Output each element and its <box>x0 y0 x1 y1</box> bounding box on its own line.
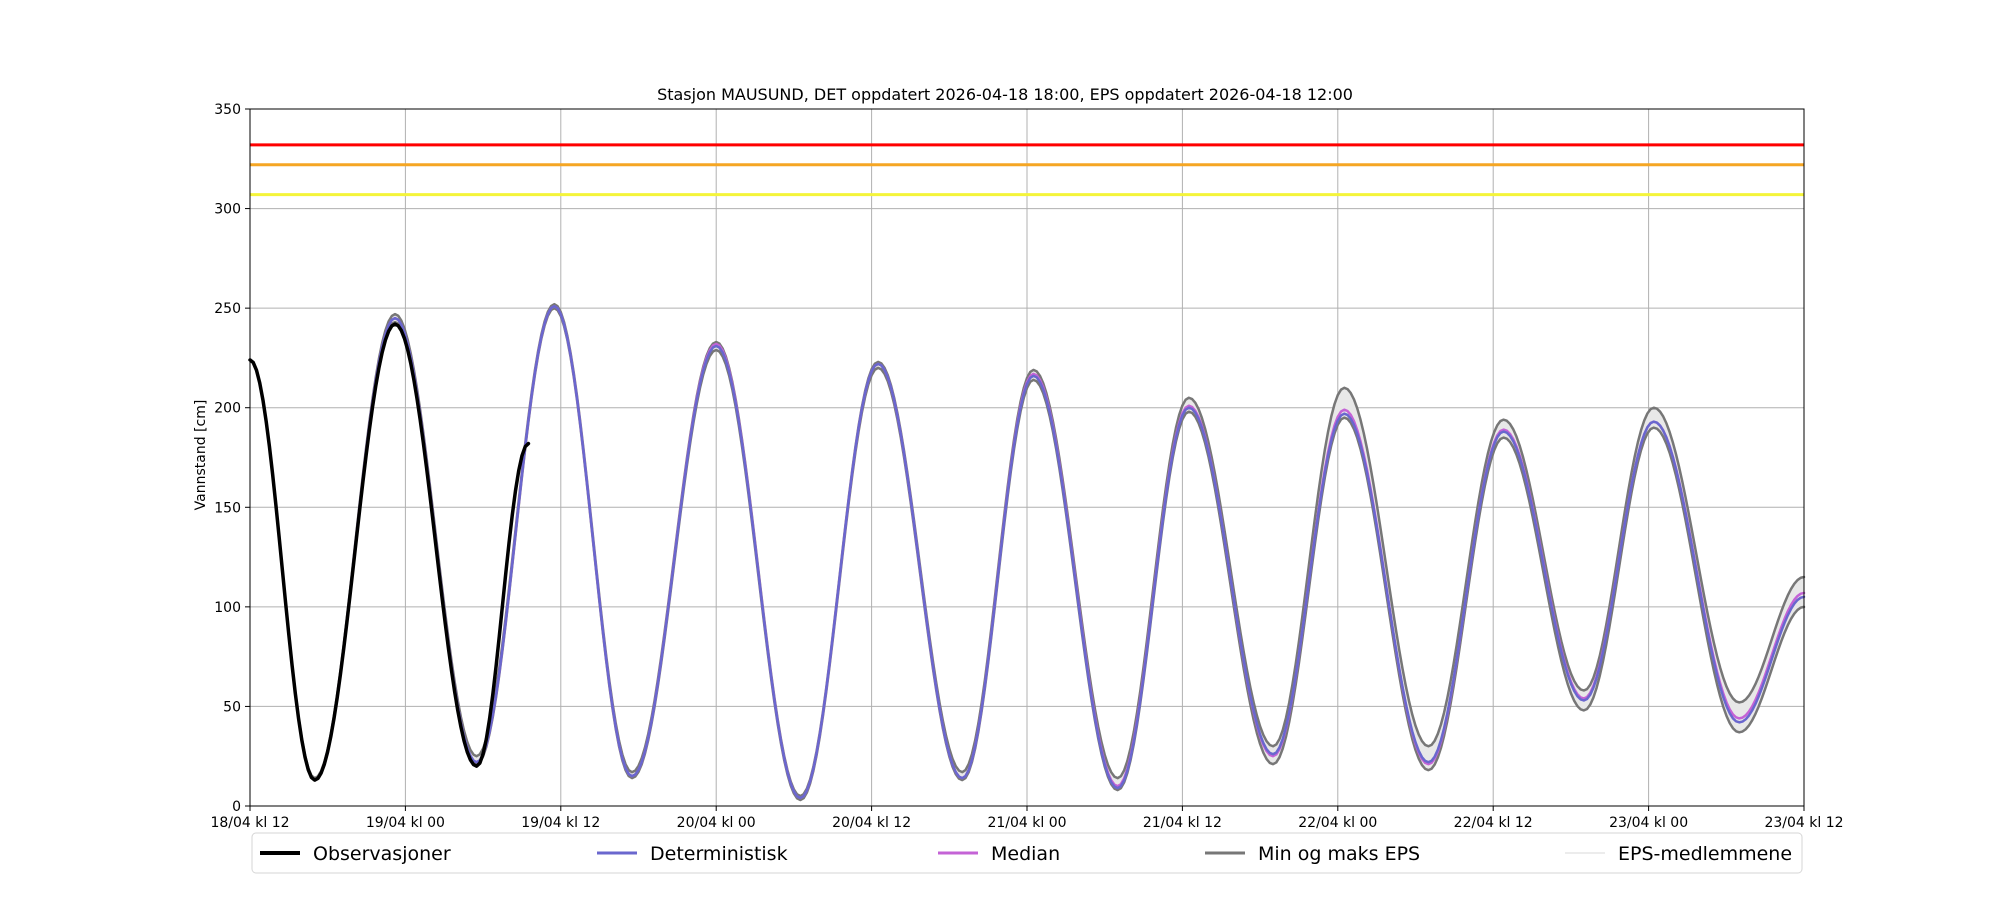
legend-label: Deterministisk <box>650 843 788 865</box>
y-axis-label: Vannstand [cm] <box>193 400 209 511</box>
x-axis: 18/04 kl 12 19/04 kl 00 19/04 kl 12 20/04 k… <box>210 806 1844 831</box>
x-tick-label: 18/04 kl 12 <box>210 815 289 831</box>
x-tick-label: 23/04 kl 12 <box>1764 815 1843 831</box>
x-tick-label: 20/04 kl 12 <box>832 815 911 831</box>
y-tick-label: 0 <box>232 799 241 815</box>
y-tick-label: 100 <box>214 600 241 616</box>
legend: Observasjoner Deterministisk Median Min og … <box>251 832 1803 874</box>
grid-lines <box>250 109 1804 806</box>
y-tick-label: 50 <box>223 699 241 715</box>
x-tick-label: 19/04 kl 12 <box>521 815 600 831</box>
x-tick-label: 21/04 kl 00 <box>987 815 1066 831</box>
series-lines <box>248 302 1806 802</box>
y-tick-label: 300 <box>214 202 241 218</box>
chart-title: Stasjon MAUSUND, DET oppdatert 2026-04-1… <box>657 85 1353 104</box>
legend-label: Median <box>991 843 1060 865</box>
deterministic-line <box>248 304 1806 800</box>
y-axis: 0 50 100 150 200 250 300 350 <box>214 102 250 815</box>
x-tick-label: 23/04 kl 00 <box>1609 815 1688 831</box>
y-tick-label: 200 <box>214 401 241 417</box>
x-tick-label: 22/04 kl 00 <box>1298 815 1377 831</box>
x-tick-label: 22/04 kl 12 <box>1454 815 1533 831</box>
x-tick-label: 20/04 kl 00 <box>677 815 756 831</box>
x-tick-label: 21/04 kl 12 <box>1143 815 1222 831</box>
y-tick-label: 150 <box>214 500 241 516</box>
legend-label: Min og maks EPS <box>1258 843 1420 865</box>
threshold-lines <box>250 143 1804 197</box>
x-tick-label: 19/04 kl 00 <box>366 815 445 831</box>
y-tick-label: 250 <box>214 301 241 317</box>
y-tick-label: 350 <box>214 102 241 118</box>
legend-label: Observasjoner <box>313 843 451 865</box>
legend-frame <box>251 832 1803 874</box>
legend-label: EPS-medlemmene <box>1618 843 1792 865</box>
observations-line <box>248 322 531 782</box>
